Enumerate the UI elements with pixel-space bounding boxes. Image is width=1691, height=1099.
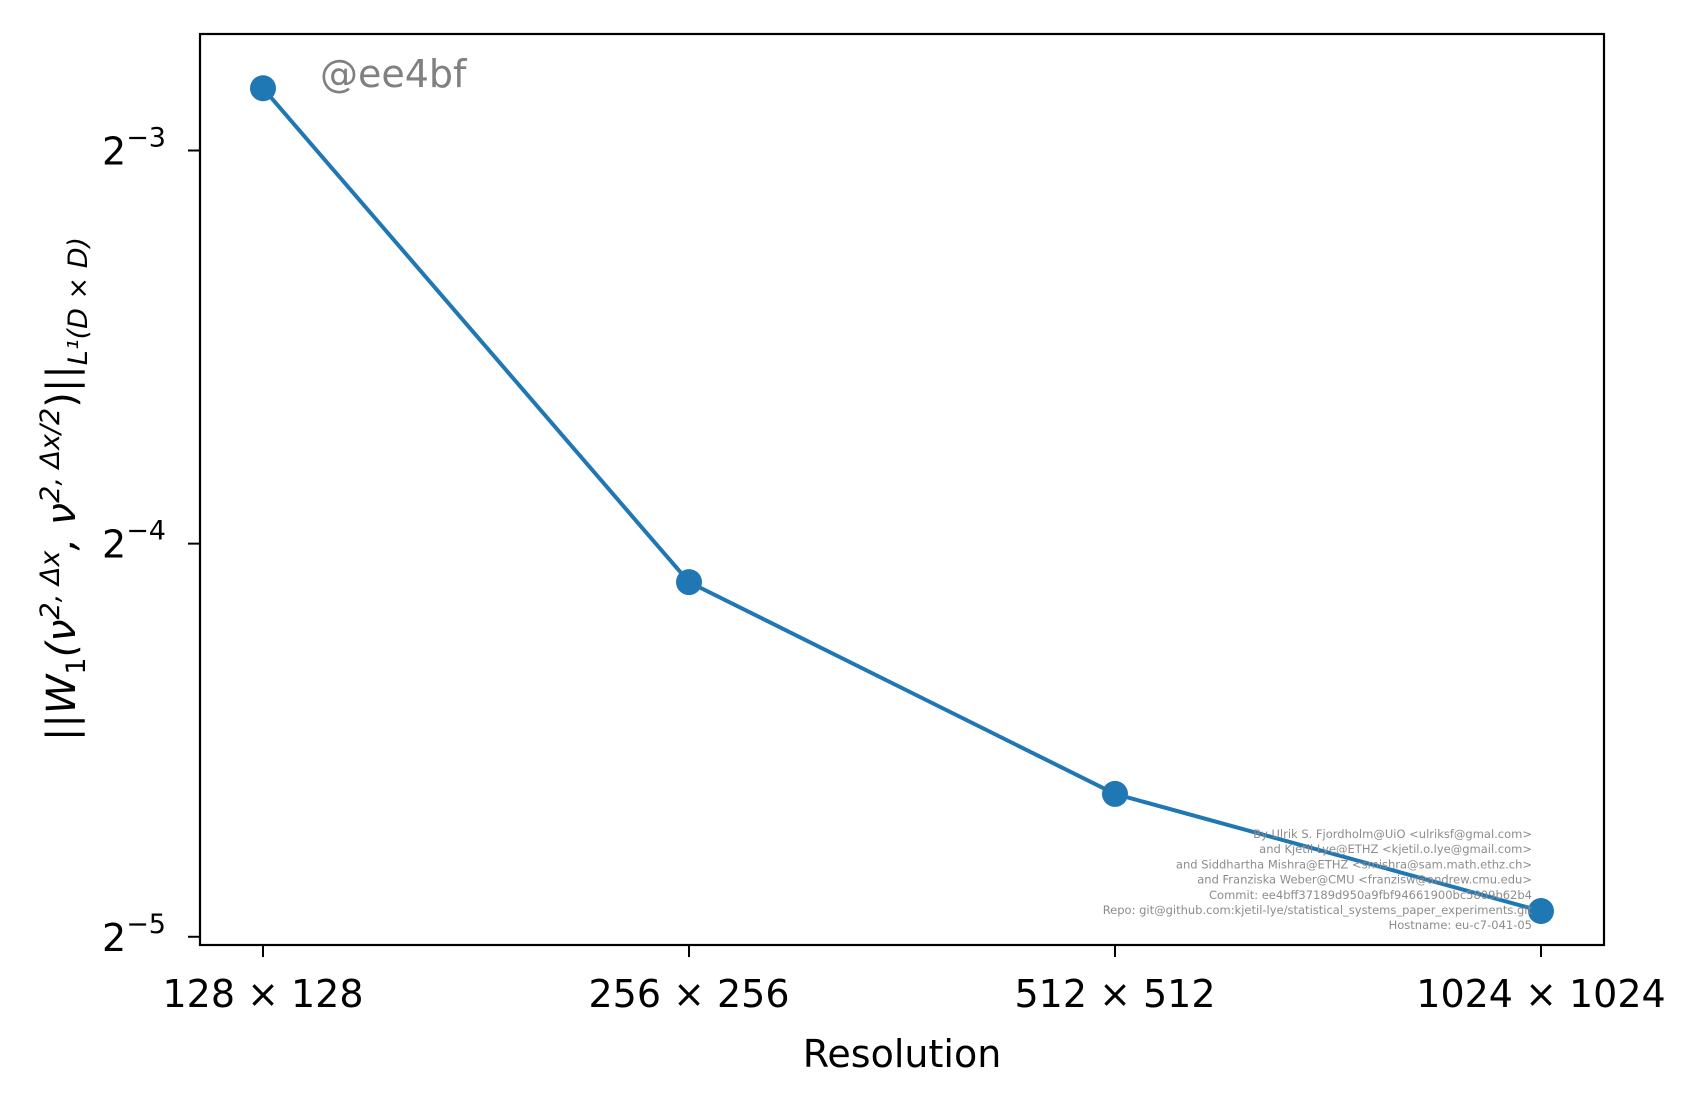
credit-line: and Franziska Weber@CMU <franzisw@andrew… bbox=[1197, 873, 1532, 887]
y-axis-label: ||W1(ν2, Δx, ν2, Δx/2)||L¹(D × D) bbox=[35, 237, 94, 741]
plot-frame bbox=[198, 32, 1606, 947]
credit-block: By Ulrik S. Fjordholm@UiO <ulriksf@gmal.… bbox=[1103, 827, 1533, 932]
credit-line: Hostname: eu-c7-041-05 bbox=[1389, 918, 1532, 932]
x-ticks: 128 × 128 256 × 256 512 × 512 1024 × 1024 bbox=[162, 945, 1666, 1016]
credit-line: and Kjetil Lye@ETHZ <kjetil.o.lye@gmail.… bbox=[1259, 842, 1532, 856]
y-tick-label: 2−5 bbox=[102, 909, 166, 960]
data-point bbox=[250, 75, 276, 102]
series-layer bbox=[250, 75, 1554, 925]
x-tick-label: 512 × 512 bbox=[1014, 972, 1215, 1016]
y-ticks: 2−3 2−4 2−5 bbox=[102, 122, 200, 960]
credit-line: Commit: ee4bff37189d950a9fbf94661900bc58… bbox=[1209, 888, 1532, 902]
credit-line: and Siddhartha Mishra@ETHZ <smishra@sam.… bbox=[1176, 857, 1532, 871]
series-line bbox=[261, 86, 1542, 913]
watermark: @ee4bf bbox=[320, 52, 468, 96]
x-tick-label: 128 × 128 bbox=[162, 972, 363, 1016]
x-tick-label: 1024 × 1024 bbox=[1416, 972, 1665, 1016]
x-axis-label: Resolution bbox=[803, 1032, 1002, 1076]
y-tick-label: 2−4 bbox=[102, 516, 166, 567]
credit-line: Repo: git@github.com:kjetil-lye/statisti… bbox=[1103, 903, 1533, 917]
y-tick-label: 2−3 bbox=[102, 122, 166, 173]
x-tick-label: 256 × 256 bbox=[588, 972, 789, 1016]
credit-line: By Ulrik S. Fjordholm@UiO <ulriksf@gmal.… bbox=[1253, 827, 1532, 841]
data-point bbox=[1102, 780, 1128, 807]
data-point bbox=[676, 569, 702, 596]
data-point bbox=[1528, 898, 1554, 925]
